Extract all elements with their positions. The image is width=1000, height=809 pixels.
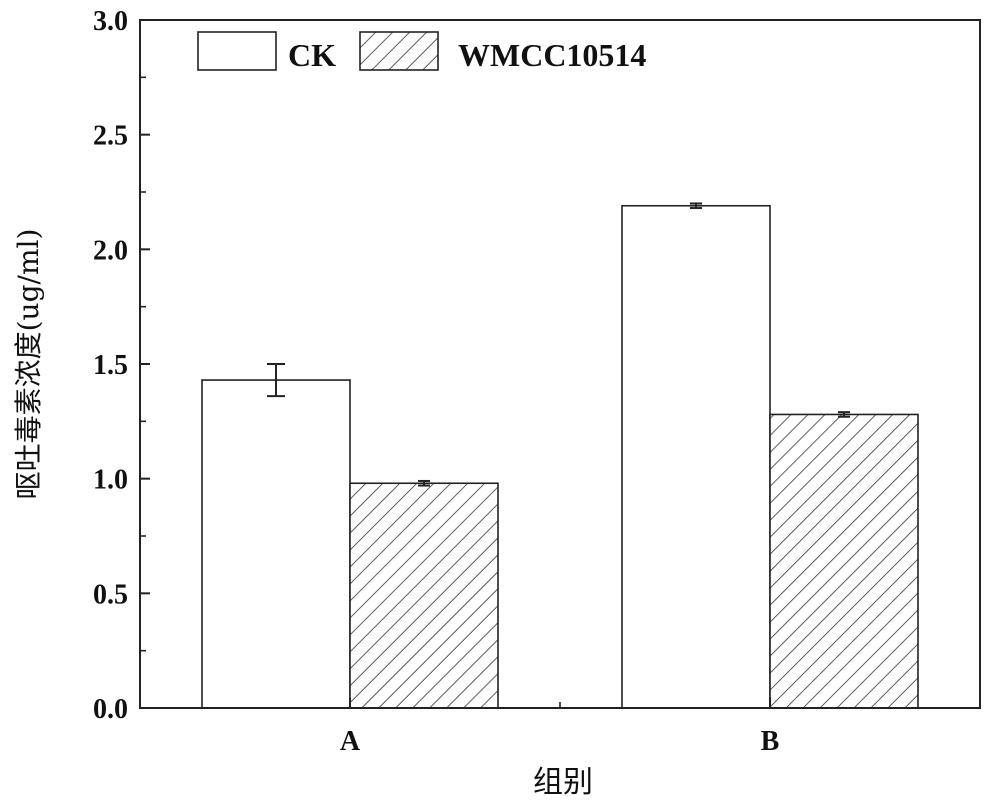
x-axis-title: 组别 xyxy=(533,765,593,800)
error-bar-a-wmcc10514 xyxy=(418,479,430,487)
error-bar-b-ck xyxy=(690,202,702,210)
error-bar-a-ck xyxy=(267,363,285,398)
legend-label-ck: CK xyxy=(288,37,336,73)
y-tick-label: 2.5 xyxy=(93,121,128,152)
y-axis-title: 呕吐毒素浓度(ug/ml) xyxy=(12,229,45,500)
error-bar-b-wmcc10514 xyxy=(838,411,850,418)
bar-a-ck xyxy=(201,379,351,709)
x-tick-label: B xyxy=(761,726,780,757)
bar-b-ck xyxy=(621,204,771,709)
bar-b-wmcc10514 xyxy=(769,413,919,709)
bar-a-wmcc10514 xyxy=(349,482,499,709)
y-tick-label: 0.5 xyxy=(93,579,128,610)
legend-swatch-wmcc10514 xyxy=(359,31,439,71)
bars-layer xyxy=(201,204,919,709)
y-tick-label: 1.5 xyxy=(93,350,128,381)
legend: CK WMCC10514 xyxy=(197,31,646,73)
x-tick-label: A xyxy=(340,726,361,757)
y-tick-label: 1.0 xyxy=(93,465,128,496)
y-tick-label: 2.0 xyxy=(93,235,128,266)
error-bars-layer xyxy=(267,202,850,487)
y-tick-label: 0.0 xyxy=(93,694,128,725)
y-axis-ticks: 0.0 0.5 1.0 1.5 2.0 2.5 3.0 xyxy=(93,6,150,725)
legend-label-wmcc10514: WMCC10514 xyxy=(458,37,646,73)
y-tick-label: 3.0 xyxy=(93,6,128,37)
legend-swatch-ck xyxy=(197,31,277,71)
